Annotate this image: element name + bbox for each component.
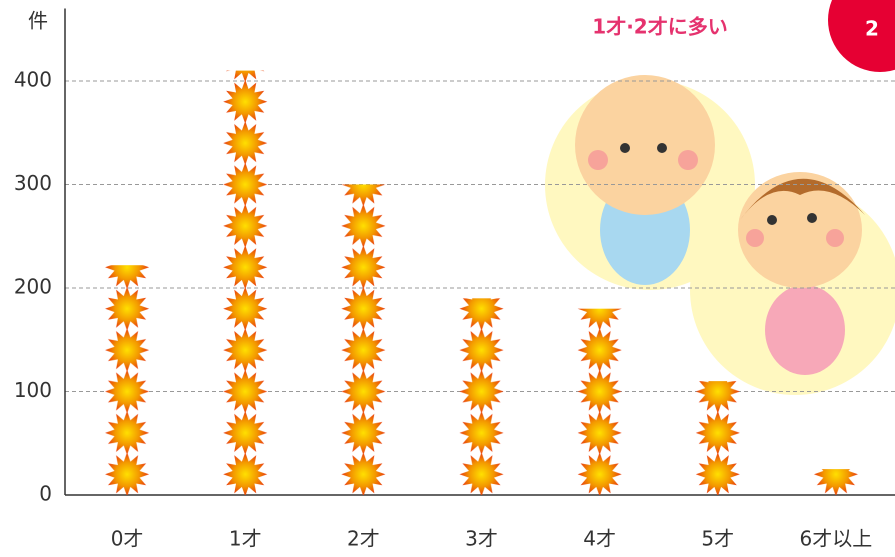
y-tick-label: 100 [14,378,52,402]
x-tick-label: 6才以上 [800,527,873,551]
svg-text:2: 2 [865,17,879,41]
y-tick-label: 400 [14,67,52,91]
x-tick-label: 2才 [347,527,380,551]
x-tick-label: 5才 [701,527,734,551]
bar [68,265,186,495]
x-tick-label: 1才 [229,527,262,551]
y-tick-label: 300 [14,171,52,195]
y-tick-label: 0 [39,482,52,506]
bar [304,184,422,495]
y-axis-label: 件 [28,9,48,33]
bar [541,309,659,495]
bar [777,469,895,495]
x-tick-label: 0才 [111,527,144,551]
x-tick-label: 4才 [583,527,616,551]
bar [422,298,540,495]
annotation: 1才·2才に多い [592,15,727,39]
bar [186,71,304,495]
y-tick-label: 200 [14,274,52,298]
chart: 2 1才·2才に多い 件 0 100 200 300 400 0才 1才 2才 3才 4才 5才 6才… [0,0,895,557]
x-tick-label: 3才 [465,527,498,551]
bar [659,381,777,495]
